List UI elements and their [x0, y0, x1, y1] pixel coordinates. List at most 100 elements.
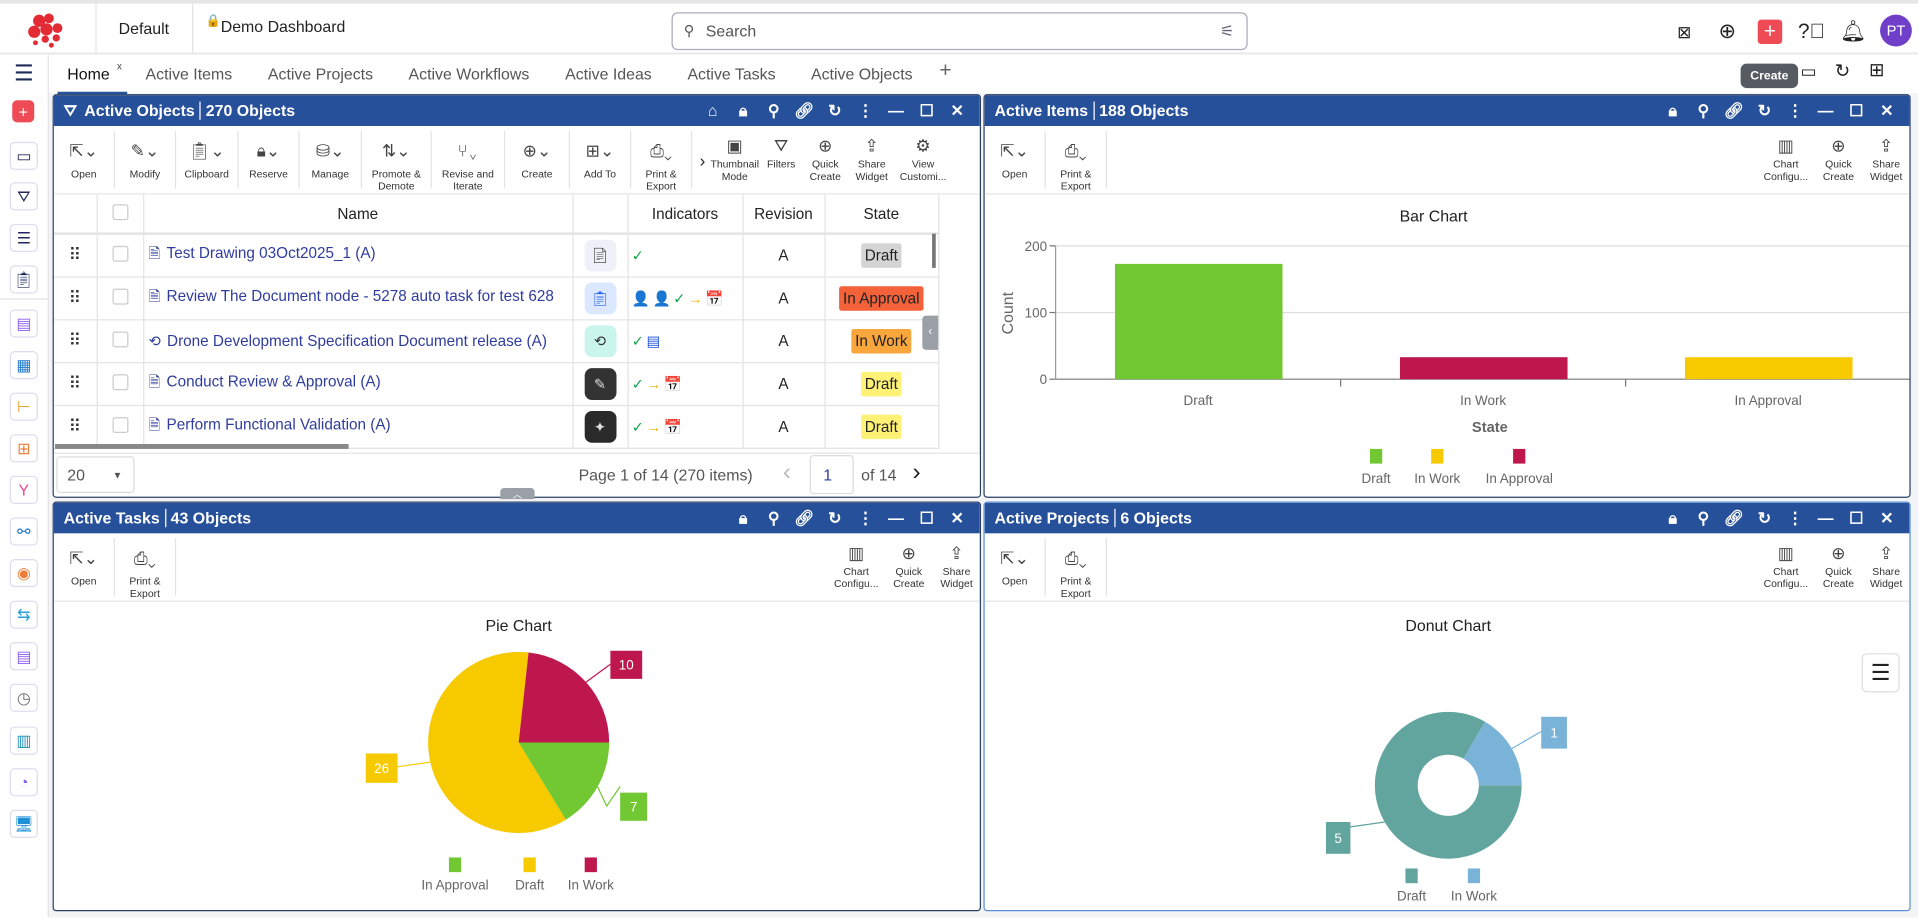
quick-create-button[interactable]: ⊕ Quick Create	[884, 538, 933, 597]
more-icon[interactable]: ⋮	[857, 508, 874, 527]
create-button[interactable]: ⊕⌄ Create	[505, 130, 571, 189]
more-icon[interactable]: ⋮	[857, 100, 874, 120]
object-name-link[interactable]: Drone Development Specification Document…	[167, 332, 547, 350]
chart-configu-button[interactable]: ▥ Chart Configu...	[1758, 538, 1814, 597]
chart-configu-button[interactable]: ▥ Chart Configu...	[1758, 131, 1814, 190]
quick-create-button[interactable]: ⊕ Quick Create	[803, 131, 847, 188]
indicator-icon[interactable]: →	[688, 289, 703, 307]
object-name-link[interactable]: Conduct Review & Approval (A)	[166, 373, 381, 391]
lock-icon[interactable]: 🔒︎	[1668, 508, 1677, 527]
select-all-checkbox[interactable]	[111, 203, 128, 220]
indicator-icon[interactable]: 👤	[652, 289, 671, 307]
close-icon[interactable]: ✕	[1880, 508, 1894, 527]
row-checkbox[interactable]	[111, 288, 128, 304]
share-widget-button[interactable]: ⇪ Share Widget	[1863, 538, 1909, 597]
open-button[interactable]: ⇱⌄ Open	[985, 130, 1046, 189]
thumbnail-image[interactable]: 📄︎	[584, 239, 616, 272]
print-export-button[interactable]: ⎙⌄ Print & Export	[631, 130, 693, 192]
quick-create-button[interactable]: ⊕ Quick Create	[1814, 131, 1863, 190]
indicator-icon[interactable]: 📅	[705, 289, 724, 307]
tab-active-items[interactable]: Active Items	[146, 65, 233, 83]
link-icon[interactable]: 🔗︎	[1723, 100, 1744, 120]
quick-create-button[interactable]: ⊕ Quick Create	[1814, 538, 1863, 597]
avatar[interactable]: PT	[1880, 14, 1912, 47]
table-row[interactable]: ⠿ 🗎 Review The Document node - 5278 auto t…	[53, 276, 939, 320]
chart-menu-icon[interactable]: ☰	[1861, 653, 1900, 693]
legend-label[interactable]: Draft	[515, 877, 544, 892]
create-plus-icon[interactable]: +	[1757, 19, 1783, 45]
filters-button[interactable]: ⛛ Filters	[759, 131, 803, 188]
lock-icon[interactable]: 🔒︎	[738, 100, 748, 120]
search-icon[interactable]: ⚲	[767, 100, 780, 120]
sidebar-form-icon[interactable]: ▤	[9, 309, 38, 338]
view-customi-button[interactable]: ⚙ View Customi...	[896, 131, 950, 188]
search-input[interactable]: ⚲ Search ⚟	[671, 12, 1248, 51]
minimize-icon[interactable]: —	[888, 101, 904, 120]
indicator-icon[interactable]: ✓	[631, 374, 645, 393]
table-row[interactable]: ⠿ 🗎 Test Drawing 03Oct2025_1 (A) 📄︎ ✓ A Draft	[53, 233, 939, 278]
more-icon[interactable]: ⋮	[1787, 508, 1803, 527]
revise-and-iterate-button[interactable]: ⑂⌄ Revise and Iterate	[432, 130, 506, 192]
table-row[interactable]: ⠿ 🗎 Perform Functional Validation (A) ✦ ✓ → 📅 A…	[53, 404, 939, 449]
object-name-link[interactable]: Perform Functional Validation (A)	[166, 415, 391, 434]
filter-settings-icon[interactable]: ⚟	[1219, 22, 1235, 41]
legend-swatch[interactable]	[1513, 448, 1526, 464]
collapse-panel-handle[interactable]: ‹	[922, 315, 939, 350]
link-icon[interactable]: 🔗︎	[1723, 508, 1744, 527]
indicator-icon[interactable]: →	[646, 374, 662, 393]
legend-swatch[interactable]	[1431, 448, 1444, 464]
slice-draft[interactable]	[428, 651, 566, 833]
thumbnail-image[interactable]: ✎	[584, 367, 616, 400]
sidebar-chart-icon[interactable]: ▥	[9, 726, 38, 755]
reserve-button[interactable]: 🔒︎⌄ Reserve	[239, 130, 300, 189]
more-icon[interactable]: ⋮	[1787, 100, 1803, 120]
indicator-icon[interactable]: 📅	[663, 374, 682, 393]
open-button[interactable]: ⇱⌄ Open	[54, 130, 115, 189]
bar-in-approval[interactable]	[1684, 357, 1853, 380]
sidebar-merge-icon[interactable]: ⇆	[9, 600, 38, 629]
page-number-input[interactable]: 1	[809, 455, 854, 495]
tab-active-projects[interactable]: Active Projects	[268, 65, 373, 83]
legend-swatch[interactable]	[1405, 868, 1418, 884]
link-icon[interactable]: 🔗︎	[794, 508, 815, 527]
slice-draft[interactable]	[1374, 711, 1522, 859]
tab-home[interactable]: Home x	[57, 61, 127, 95]
lock-icon[interactable]: 🔒︎	[738, 508, 748, 527]
horizontal-scrollbar[interactable]	[55, 444, 349, 449]
sidebar-board-icon[interactable]: ⊞	[9, 434, 38, 463]
indicator-icon[interactable]: ▤	[646, 332, 661, 350]
sidebar-tree-icon[interactable]: ⊢	[9, 392, 38, 421]
object-name-link[interactable]: Test Drawing 03Oct2025_1 (A)	[166, 244, 376, 263]
minimize-icon[interactable]: —	[1817, 101, 1834, 120]
open-button[interactable]: ⇱⌄ Open	[54, 538, 115, 596]
bell-icon[interactable]: 🔔︎	[1839, 19, 1867, 43]
sidebar-monitor-icon[interactable]: 🖥︎	[9, 809, 38, 838]
object-name-link[interactable]: Review The Document node - 5278 auto tas…	[166, 287, 554, 305]
maximize-icon[interactable]: ☐	[919, 100, 934, 120]
app-logo[interactable]	[24, 11, 68, 50]
open-button[interactable]: ⇱⌄ Open	[985, 538, 1046, 596]
search-icon[interactable]: ⚲	[1697, 508, 1710, 527]
tab-active-objects[interactable]: Active Objects	[811, 65, 913, 83]
share-widget-button[interactable]: ⇪ Share Widget	[933, 538, 979, 597]
legend-swatch[interactable]	[523, 857, 536, 873]
collection-icon[interactable]: ▭	[1800, 61, 1817, 81]
row-checkbox[interactable]	[111, 330, 128, 347]
legend-label[interactable]: Draft	[1362, 471, 1391, 486]
refresh-icon[interactable]: ↻	[1757, 508, 1772, 527]
column-header-name[interactable]: Name	[143, 194, 574, 235]
sidebar-gauge-icon[interactable]: ◔	[9, 768, 38, 797]
print-export-button[interactable]: ⎙⌄ Print & Export	[1046, 538, 1107, 599]
column-header-revision[interactable]: Revision	[742, 194, 826, 235]
sidebar-menu-icon[interactable]: ☰	[13, 61, 34, 86]
manage-button[interactable]: ⛁⌄ Manage	[300, 130, 363, 189]
indicator-icon[interactable]: 📅	[663, 417, 682, 435]
legend-swatch[interactable]	[1369, 448, 1383, 464]
vertical-scrollbar[interactable]	[932, 233, 936, 268]
slice-in-approval[interactable]	[518, 742, 610, 820]
close-tab-icon[interactable]: x	[117, 61, 122, 73]
refresh-icon[interactable]: ↻	[828, 100, 842, 120]
row-checkbox[interactable]	[111, 373, 128, 390]
legend-label[interactable]: Draft	[1397, 888, 1426, 903]
sidebar-filter-icon[interactable]: ⛛	[9, 182, 38, 211]
